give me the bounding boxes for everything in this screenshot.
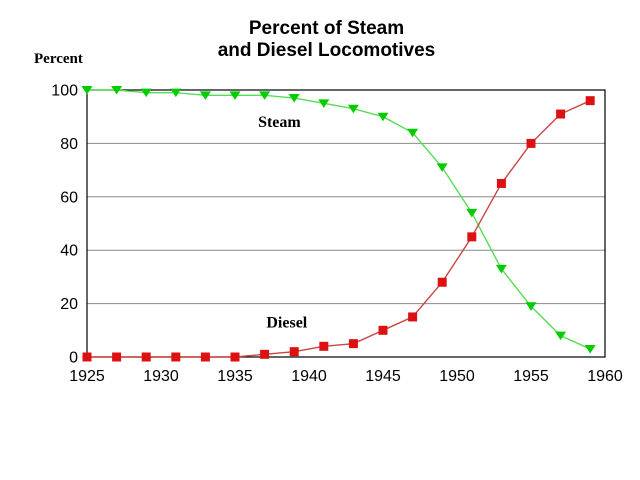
diesel-marker <box>556 109 566 119</box>
diesel-marker <box>408 312 418 322</box>
y-tick-label-60: 60 <box>60 189 78 206</box>
diesel-marker <box>467 232 477 242</box>
diesel-marker <box>200 352 210 362</box>
diesel-marker <box>289 347 299 357</box>
steam-marker <box>170 88 182 98</box>
x-tick-label-1940: 1940 <box>291 368 327 385</box>
diesel-marker <box>496 178 506 188</box>
steam-marker <box>288 94 300 103</box>
steam-marker <box>229 91 241 100</box>
diesel-marker <box>260 349 270 359</box>
diesel-line <box>87 100 591 358</box>
steam-marker <box>259 91 271 100</box>
y-tick-label-80: 80 <box>60 136 78 153</box>
y-tick-label-100: 100 <box>51 83 78 100</box>
steam-marker <box>347 104 359 114</box>
diesel-series-label: Diesel <box>266 314 307 331</box>
steam-marker <box>140 88 152 98</box>
diesel-marker <box>585 96 595 106</box>
steam-marker <box>407 128 419 138</box>
steam-marker <box>111 86 123 95</box>
steam-series-label: Steam <box>258 114 301 131</box>
steam-marker <box>318 99 330 108</box>
steam-marker <box>466 208 478 218</box>
y-tick-label-20: 20 <box>60 296 78 313</box>
diesel-marker <box>348 339 358 349</box>
x-tick-label-1955: 1955 <box>513 368 549 385</box>
x-tick-label-1960: 1960 <box>587 368 623 385</box>
x-tick-label-1935: 1935 <box>217 368 253 385</box>
chart-title-line2: and Diesel Locomotives <box>217 40 436 61</box>
x-tick-label-1950: 1950 <box>439 368 475 385</box>
chart-title-line1: Percent of Steam <box>248 18 405 39</box>
steam-marker <box>199 91 211 100</box>
y-tick-label-0: 0 <box>69 350 78 367</box>
steam-marker <box>495 264 507 274</box>
y-tick-label-40: 40 <box>60 243 78 260</box>
diesel-marker <box>82 352 92 362</box>
x-tick-label-1925: 1925 <box>69 368 105 385</box>
steam-line <box>87 89 591 350</box>
diesel-marker <box>437 277 447 287</box>
diesel-marker <box>230 352 240 362</box>
steam-marker <box>436 163 448 172</box>
diesel-marker <box>171 352 181 362</box>
steam-marker <box>555 331 567 341</box>
y-axis-label: Percent <box>34 51 83 67</box>
diesel-marker <box>112 352 122 362</box>
plot-frame <box>86 89 606 358</box>
diesel-marker <box>319 341 329 351</box>
x-tick-label-1945: 1945 <box>365 368 401 385</box>
steam-marker <box>377 112 389 122</box>
steam-marker <box>584 344 596 354</box>
diesel-marker <box>526 138 536 148</box>
chart-title: Percent of Steam and Diesel Locomotives <box>20 18 633 62</box>
diesel-marker <box>141 352 151 362</box>
steam-marker <box>525 302 537 311</box>
steam-marker <box>81 86 93 95</box>
x-tick-label-1930: 1930 <box>143 368 179 385</box>
diesel-marker <box>378 325 388 335</box>
